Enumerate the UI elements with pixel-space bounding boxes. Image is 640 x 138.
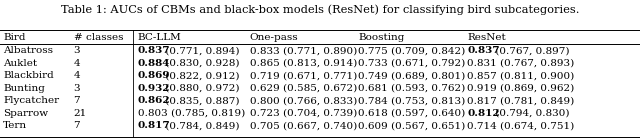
Text: ResNet: ResNet — [467, 33, 506, 42]
Text: 4: 4 — [74, 71, 80, 80]
Text: 0.831 (0.767, 0.893): 0.831 (0.767, 0.893) — [467, 59, 575, 68]
Text: 0.919 (0.869, 0.962): 0.919 (0.869, 0.962) — [467, 84, 575, 93]
Text: Boosting: Boosting — [358, 33, 404, 42]
Text: Sparrow: Sparrow — [3, 109, 49, 118]
Text: 0.862: 0.862 — [138, 96, 170, 105]
Text: 0.837: 0.837 — [467, 47, 500, 55]
Text: (0.880, 0.972): (0.880, 0.972) — [162, 84, 239, 93]
Text: (0.835, 0.887): (0.835, 0.887) — [162, 96, 239, 105]
Text: BC-LLM: BC-LLM — [138, 33, 181, 42]
Text: 0.609 (0.567, 0.651): 0.609 (0.567, 0.651) — [358, 121, 466, 131]
Text: Table 1: AUCs of CBMs and black-box models (ResNet) for classifying bird subcate: Table 1: AUCs of CBMs and black-box mode… — [61, 4, 579, 15]
Text: 3: 3 — [74, 84, 80, 93]
Text: (0.830, 0.928): (0.830, 0.928) — [162, 59, 239, 68]
Text: Albatross: Albatross — [3, 47, 53, 55]
Text: (0.784, 0.849): (0.784, 0.849) — [162, 121, 239, 131]
Text: 0.817: 0.817 — [138, 121, 170, 131]
Text: 0.932: 0.932 — [138, 84, 170, 93]
Text: 0.723 (0.704, 0.739): 0.723 (0.704, 0.739) — [250, 109, 357, 118]
Text: 0.681 (0.593, 0.762): 0.681 (0.593, 0.762) — [358, 84, 466, 93]
Text: 7: 7 — [74, 121, 80, 131]
Text: Tern: Tern — [3, 121, 28, 131]
Text: Flycatcher: Flycatcher — [3, 96, 60, 105]
Text: (0.822, 0.912): (0.822, 0.912) — [162, 71, 239, 80]
Text: 0.784 (0.753, 0.813): 0.784 (0.753, 0.813) — [358, 96, 466, 105]
Text: 0.749 (0.689, 0.801): 0.749 (0.689, 0.801) — [358, 71, 466, 80]
Text: 0.884: 0.884 — [138, 59, 170, 68]
Text: (0.767, 0.897): (0.767, 0.897) — [492, 47, 569, 55]
Text: 0.775 (0.709, 0.842): 0.775 (0.709, 0.842) — [358, 47, 466, 55]
Text: # classes: # classes — [74, 33, 123, 42]
Text: 0.869: 0.869 — [138, 71, 170, 80]
Text: 0.719 (0.671, 0.771): 0.719 (0.671, 0.771) — [250, 71, 357, 80]
Text: 4: 4 — [74, 59, 80, 68]
Text: 0.812: 0.812 — [467, 109, 500, 118]
Text: (0.771, 0.894): (0.771, 0.894) — [162, 47, 239, 55]
Text: 0.803 (0.785, 0.819): 0.803 (0.785, 0.819) — [138, 109, 245, 118]
Text: 0.817 (0.781, 0.849): 0.817 (0.781, 0.849) — [467, 96, 575, 105]
Text: Auklet: Auklet — [3, 59, 37, 68]
Text: (0.794, 0.830): (0.794, 0.830) — [492, 109, 569, 118]
Text: 0.629 (0.585, 0.672): 0.629 (0.585, 0.672) — [250, 84, 357, 93]
Text: 3: 3 — [74, 47, 80, 55]
Text: Bunting: Bunting — [3, 84, 45, 93]
Text: Blackbird: Blackbird — [3, 71, 54, 80]
Text: 0.865 (0.813, 0.914): 0.865 (0.813, 0.914) — [250, 59, 357, 68]
Text: 0.800 (0.766, 0.833): 0.800 (0.766, 0.833) — [250, 96, 357, 105]
Text: 0.733 (0.671, 0.792): 0.733 (0.671, 0.792) — [358, 59, 466, 68]
Text: 7: 7 — [74, 96, 80, 105]
Text: 21: 21 — [74, 109, 87, 118]
Text: 0.833 (0.771, 0.890): 0.833 (0.771, 0.890) — [250, 47, 357, 55]
Text: One-pass: One-pass — [250, 33, 298, 42]
Text: 0.705 (0.667, 0.740): 0.705 (0.667, 0.740) — [250, 121, 357, 131]
Text: Bird: Bird — [3, 33, 26, 42]
Text: 0.618 (0.597, 0.640): 0.618 (0.597, 0.640) — [358, 109, 466, 118]
Text: 0.857 (0.811, 0.900): 0.857 (0.811, 0.900) — [467, 71, 575, 80]
Text: 0.714 (0.674, 0.751): 0.714 (0.674, 0.751) — [467, 121, 575, 131]
Text: 0.837: 0.837 — [138, 47, 170, 55]
